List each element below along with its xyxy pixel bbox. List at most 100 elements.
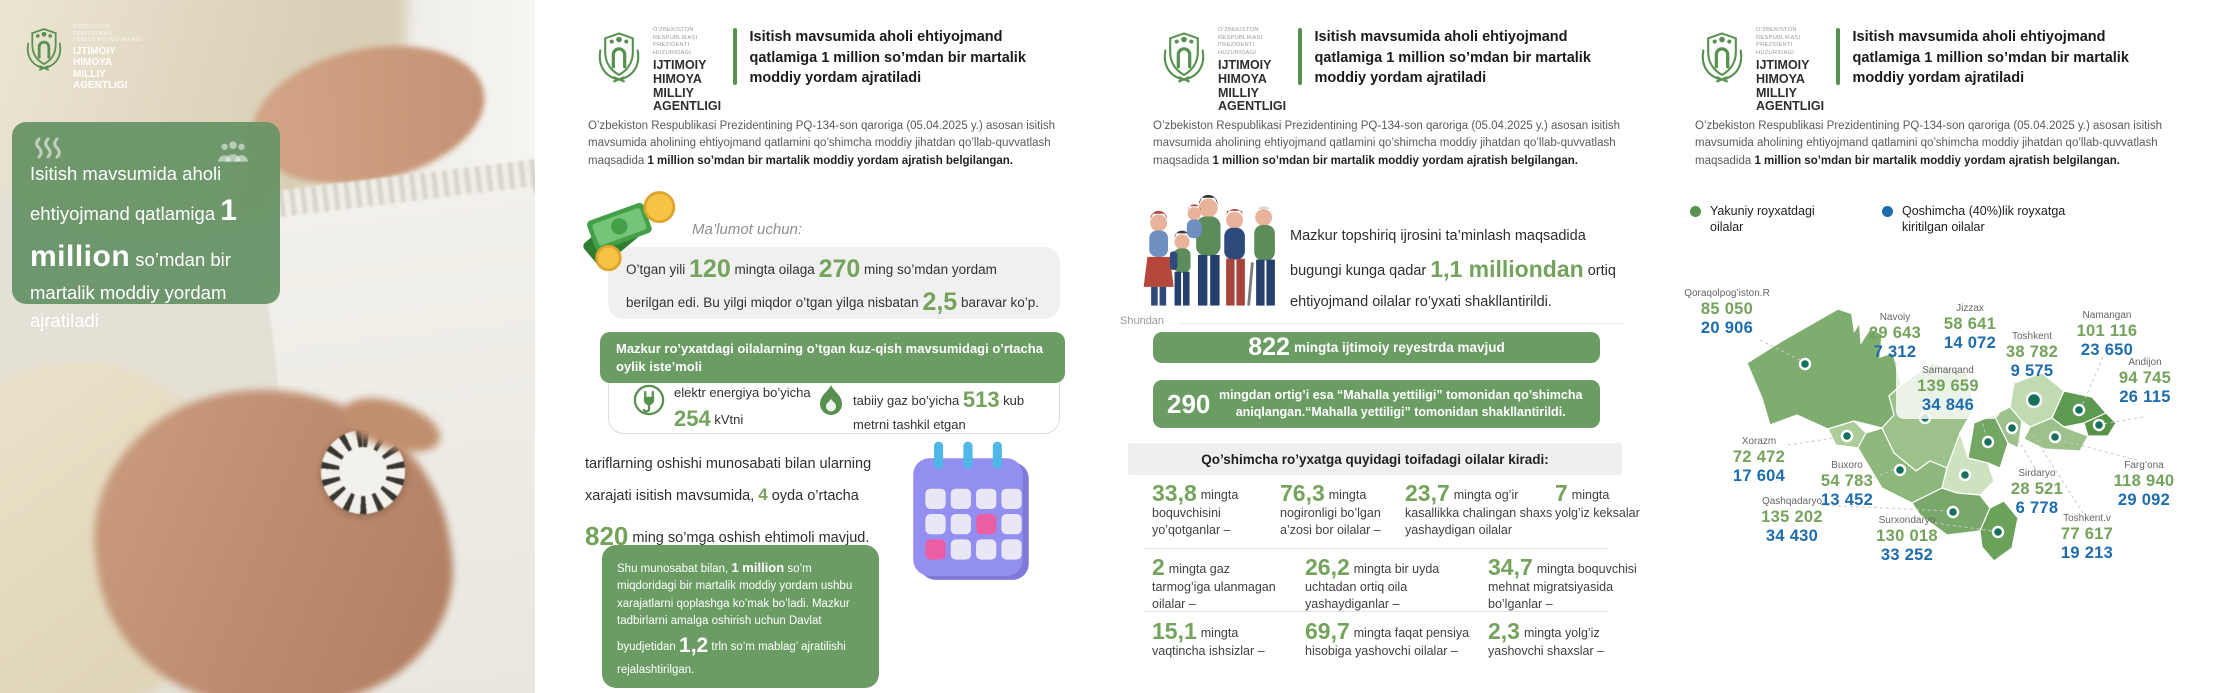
steam-icon: [35, 137, 61, 159]
intro-paragraph: O’zbekiston Respublikasi Prezidentining …: [588, 118, 1062, 170]
gas-value: 513: [962, 387, 1000, 412]
region-label-surxondaryo: Surxondaryo 130 018 33 252: [1876, 515, 1938, 565]
headline-overlay: [12, 122, 280, 304]
map-dot: [1981, 435, 1995, 449]
category-item: 15,1 mingta vaqtincha ishsizlar –: [1152, 618, 1265, 659]
registry-value: 822: [1248, 333, 1290, 361]
info-text: ming so’mdan yordam berilgan edi. Bu yil…: [626, 262, 997, 310]
electricity-stat: elektr energiya bo’yicha 254 kVtni: [633, 384, 818, 433]
logo-small-line2: PREZIDENTI HUZURIDAGI: [1218, 42, 1257, 56]
family-icon: [218, 141, 248, 162]
uzbekistan-map: [1746, 307, 2144, 562]
tariff-text: oyda o’rtacha: [767, 488, 859, 505]
mahalla-text: mingdan ortig’i esa “Mahalla yettiligi” …: [1218, 387, 1583, 420]
region-label-buxoro: Buxoro 54 783 13 452: [1820, 460, 1874, 510]
consumption-title-box: Mazkur ro’yxatdagi oilalarning o’tgan ku…: [600, 332, 1065, 384]
headline-amount: 1 million: [30, 194, 238, 273]
header: O’ZBEKISTON RESPUBLIKASI PREZIDENTI HUZU…: [1158, 27, 1597, 114]
mahalla-box: 290 mingdan ortig’i esa “Mahalla yettili…: [1153, 380, 1600, 428]
logo-agency-name: IJTIMOIY HIMOYA MILLIY AGENTLIGI: [653, 58, 722, 114]
category-item: 33,8 mingta boquvchisini yo’qotganlar –: [1152, 480, 1239, 537]
divider-line: [1145, 548, 1607, 549]
intro-plain: O’zbekiston Respublikasi Prezidentining …: [588, 120, 1056, 167]
headline-pre: Isitish mavsumida aholi ehtiyojmand qatl…: [30, 163, 222, 225]
region-label-xorazm: Xorazm 72 472 17 604: [1732, 436, 1786, 486]
agency-emblem-icon: [598, 32, 640, 83]
legend-label: Qoshimcha (40%)lik royxatga kiritilgan o…: [1902, 204, 2066, 235]
panel-map: O’ZBEKISTON RESPUBLIKASI PREZIDENTI HUZU…: [1660, 0, 2219, 693]
intro-bold: 1 million so’mdan bir martalik moddiy yo…: [647, 154, 1013, 167]
category-item: 7 mingta yolg’iz keksalar: [1555, 480, 1640, 521]
legend-extra: Qoshimcha (40%)lik royxatga kiritilgan o…: [1882, 203, 2072, 236]
money-illustration: [583, 191, 676, 272]
gas-stat: tabiiy gaz bo’yicha 513 kub metrni tashk…: [818, 384, 1033, 433]
map-dot: [2072, 403, 2086, 417]
amount-thousand: 270: [818, 255, 861, 283]
budget-value: 1,2: [679, 634, 709, 657]
region-label-samarqand: Samarqand 139 659 34 846: [1896, 362, 2000, 419]
header: O’ZBEKISTON RESPUBLIKASI PREZIDENTI HUZU…: [593, 27, 1032, 114]
category-item: 2 mingta gaz tarmog’iga ulanmagan oilalar…: [1152, 554, 1276, 611]
page-title: Isitish mavsumida aholi ehtiyojmand qatl…: [1314, 29, 1591, 87]
intro-plain: O’zbekiston Respublikasi Prezidentining …: [1153, 120, 1621, 167]
summary-text: ortiq ehtiyojmand oilalar ro’yxati shakl…: [1290, 263, 1616, 310]
ratio-value: 2,5: [922, 288, 958, 316]
info-label: Ma’lumot uchun:: [692, 221, 803, 238]
registry-text: mingta ijtimoiy reyestrda mavjud: [1293, 340, 1505, 355]
map-dot-toshkent: [2025, 391, 2043, 409]
intro-bold: 1 million so’mdan bir martalik moddiy yo…: [1212, 154, 1578, 167]
summary-paragraph: Mazkur topshiriq ijrosini ta’minlash maq…: [1290, 224, 1632, 315]
intro-bold: 1 million so’mdan bir martalik moddiy yo…: [1754, 154, 2120, 167]
gas-unit: kub metrni tashkil etgan: [853, 393, 1025, 432]
info-text: baravar ko’p.: [957, 295, 1039, 310]
conclusion-amount: 1 million: [731, 560, 785, 575]
logo-small-line1: O’ZBEKISTON RESPUBLIKASI: [1756, 27, 1801, 41]
conclusion-text: so’m miqdoridagi bir martalik moddiy yor…: [617, 563, 853, 653]
info-text: mingta oilaga: [730, 262, 819, 277]
category-item: 76,3 mingta nogironligi bo’lgan a’zosi bo…: [1280, 480, 1381, 537]
conclusion-box: Shu munosabat bilan, 1 million so’m miqd…: [602, 545, 879, 688]
agency-emblem-icon: [1701, 32, 1743, 83]
info-text: O’tgan yili: [626, 262, 690, 277]
total-families: 1,1 milliondan: [1430, 256, 1584, 283]
region-label-navoiy: Navoiy 29 643 7 312: [1868, 312, 1922, 362]
divider-line: [1145, 611, 1607, 612]
legend-final: Yakuniy royxatdagi oilalar: [1690, 203, 1830, 236]
region-label-namangan: Namangan 101 116 23 650: [2076, 310, 2138, 360]
logo-small-line2: PREZIDENTI HUZURIDAGI: [1756, 42, 1795, 56]
logo-agency-name: IJTIMOIY HIMOYA MILLIY AGENTLIGI: [1218, 58, 1287, 114]
header: O’ZBEKISTON RESPUBLIKASI PREZIDENTI HUZU…: [1696, 27, 2135, 114]
panel-photo: O’ZBEKISTON RESPUBLIKASI PREZIDENTI HUZU…: [0, 0, 535, 693]
region-label-andijon: Andijon 94 745 26 115: [2118, 357, 2172, 407]
divider-line: [1180, 323, 1625, 324]
shundan-label: Shundan: [1120, 315, 1165, 327]
tariff-text: tariflarning oshishi munosabati bilan ul…: [585, 456, 872, 505]
logo-agency-name: IJTIMOIY HIMOYA MILLIY AGENTLIGI: [73, 45, 128, 92]
map-dot: [1991, 525, 2005, 539]
logo-small-line1: O’ZBEKISTON RESPUBLIKASI: [73, 24, 113, 37]
family-illustration: [1143, 194, 1275, 306]
map-dot: [2048, 430, 2062, 444]
logo-agency-name: IJTIMOIY HIMOYA MILLIY AGENTLIGI: [1756, 58, 1825, 114]
logo-small-line2: PREZIDENTI HUZURIDAGI: [73, 37, 142, 43]
summary-text: Mazkur topshiriq ijrosini ta’minlash maq…: [1290, 228, 1586, 280]
map-dot: [2005, 421, 2019, 435]
category-item: 2,3 mingta yolg’iz yashovchi shaxslar –: [1488, 618, 1605, 659]
legend-green-dot: [1690, 206, 1701, 217]
agency-emblem-icon: [1163, 32, 1205, 83]
plug-icon: [633, 384, 665, 416]
panel-registry: O’ZBEKISTON RESPUBLIKASI PREZIDENTI HUZU…: [1100, 0, 1645, 693]
header-divider: [1298, 28, 1302, 85]
category-item: 26,2 mingta bir uyda uchtadan ortiq oila …: [1305, 554, 1440, 611]
electric-unit: kVtni: [710, 411, 744, 427]
previous-year-box: O’tgan yili 120 mingta oilaga 270 ming s…: [608, 247, 1060, 319]
region-label-sirdaryo: Sirdaryo 28 521 6 778: [2010, 468, 2064, 518]
flame-icon: [820, 385, 842, 415]
page-title: Isitish mavsumida aholi ehtiyojmand qatl…: [1852, 29, 2129, 87]
region-label-jizzax: Jizzax 58 641 14 072: [1943, 303, 1997, 353]
region-label-toshkent-viloyati: Toshkent.v 77 617 19 213: [2060, 513, 2114, 563]
mahalla-value: 290: [1167, 389, 1211, 419]
intro-paragraph: O’zbekiston Respublikasi Prezidentining …: [1153, 118, 1627, 170]
map-dot: [1798, 357, 1812, 371]
